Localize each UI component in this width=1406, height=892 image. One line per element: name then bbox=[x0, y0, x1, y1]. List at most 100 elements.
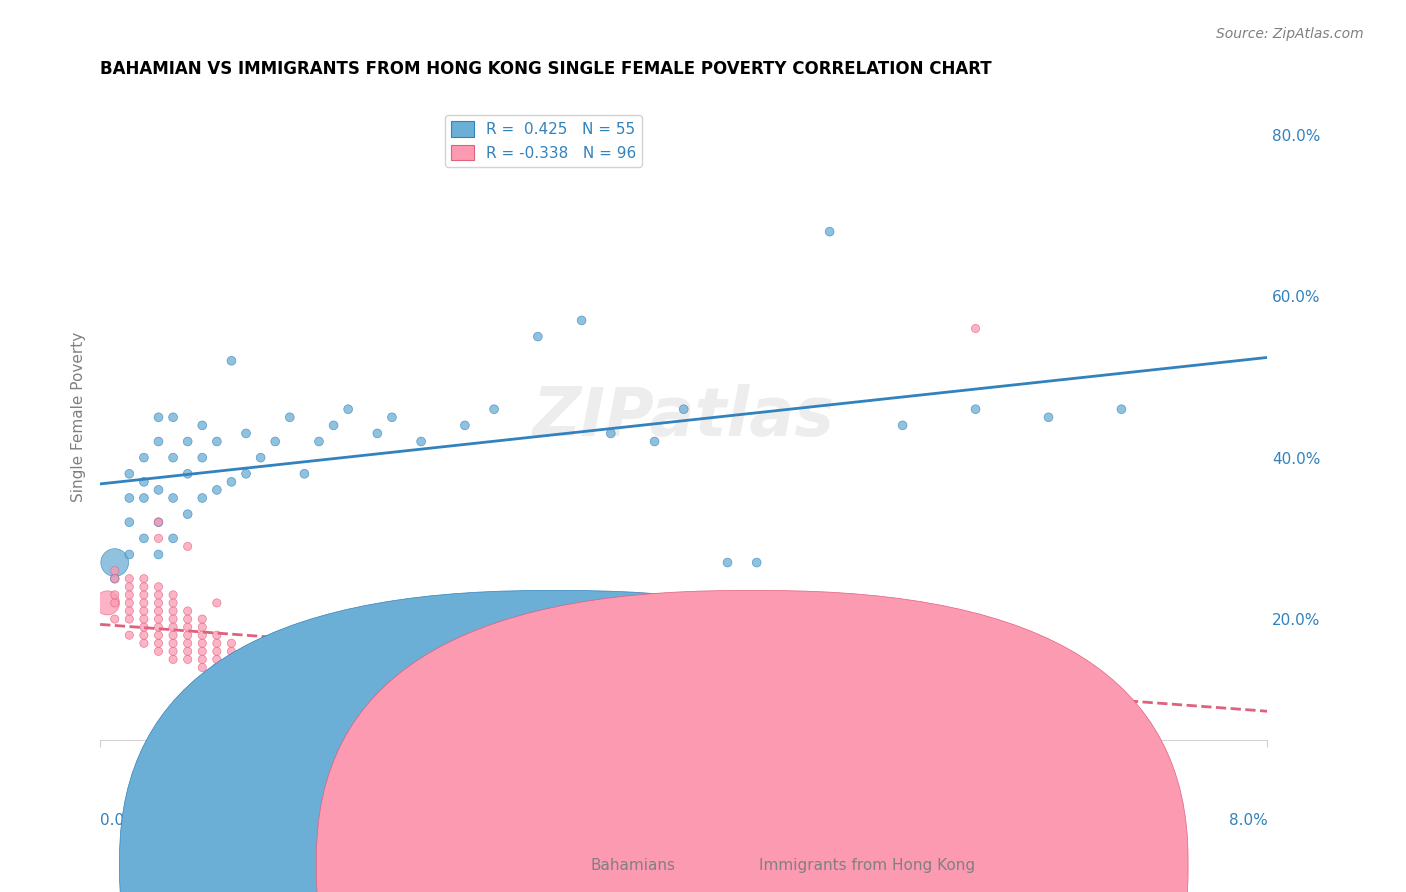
Point bbox=[104, 572, 127, 586]
Point bbox=[205, 434, 228, 449]
Point bbox=[132, 596, 155, 610]
Point bbox=[235, 426, 257, 441]
Point bbox=[104, 572, 127, 586]
Point bbox=[148, 628, 170, 642]
Point bbox=[118, 548, 141, 562]
Point bbox=[322, 418, 344, 433]
Point bbox=[818, 225, 841, 239]
Point bbox=[221, 660, 243, 674]
Point bbox=[264, 660, 287, 674]
Point bbox=[381, 676, 404, 690]
Point bbox=[176, 612, 198, 626]
Point bbox=[162, 532, 184, 546]
Point bbox=[118, 588, 141, 602]
Point bbox=[191, 491, 214, 505]
Point bbox=[527, 329, 550, 343]
Point bbox=[96, 596, 118, 610]
Point bbox=[191, 612, 214, 626]
Point bbox=[176, 604, 198, 618]
Point bbox=[337, 402, 360, 417]
Point bbox=[599, 426, 621, 441]
Point bbox=[162, 604, 184, 618]
Point bbox=[205, 628, 228, 642]
Point bbox=[132, 620, 155, 634]
Point bbox=[249, 652, 271, 666]
Point bbox=[118, 596, 141, 610]
Point bbox=[454, 418, 477, 433]
Point bbox=[148, 596, 170, 610]
Point bbox=[176, 467, 198, 481]
Point bbox=[221, 353, 243, 368]
Point bbox=[205, 636, 228, 650]
Point bbox=[1111, 402, 1133, 417]
Point bbox=[191, 620, 214, 634]
Point bbox=[891, 709, 914, 723]
Point bbox=[278, 660, 301, 674]
Point bbox=[162, 644, 184, 658]
Point bbox=[176, 620, 198, 634]
Point bbox=[205, 652, 228, 666]
Point bbox=[308, 676, 330, 690]
Point bbox=[132, 612, 155, 626]
Point bbox=[104, 588, 127, 602]
Point bbox=[162, 491, 184, 505]
Point bbox=[162, 628, 184, 642]
Point bbox=[702, 668, 724, 682]
Point bbox=[221, 668, 243, 682]
Point bbox=[745, 709, 768, 723]
Point bbox=[191, 418, 214, 433]
Point bbox=[132, 604, 155, 618]
Point bbox=[118, 580, 141, 594]
Point bbox=[148, 410, 170, 425]
Point bbox=[644, 701, 666, 715]
Point bbox=[104, 596, 127, 610]
Point bbox=[118, 572, 141, 586]
Point bbox=[104, 556, 127, 570]
Point bbox=[191, 450, 214, 465]
Point bbox=[191, 636, 214, 650]
Point bbox=[176, 636, 198, 650]
Point bbox=[191, 652, 214, 666]
Point bbox=[205, 596, 228, 610]
Point bbox=[322, 676, 344, 690]
Point bbox=[264, 434, 287, 449]
Point bbox=[176, 434, 198, 449]
Point bbox=[162, 588, 184, 602]
Point bbox=[118, 467, 141, 481]
Point bbox=[148, 434, 170, 449]
Y-axis label: Single Female Poverty: Single Female Poverty bbox=[72, 332, 86, 502]
Point bbox=[366, 426, 388, 441]
Point bbox=[599, 693, 621, 707]
Point bbox=[205, 483, 228, 497]
Point bbox=[672, 709, 695, 723]
Point bbox=[411, 684, 433, 698]
Point bbox=[176, 628, 198, 642]
Point bbox=[965, 321, 987, 335]
Point bbox=[644, 434, 666, 449]
Point bbox=[132, 450, 155, 465]
Point bbox=[221, 644, 243, 658]
Point bbox=[249, 450, 271, 465]
Point bbox=[132, 475, 155, 489]
Point bbox=[162, 636, 184, 650]
Point bbox=[118, 628, 141, 642]
Point bbox=[264, 668, 287, 682]
Point bbox=[235, 644, 257, 658]
Point bbox=[745, 556, 768, 570]
Point bbox=[308, 434, 330, 449]
Text: Source: ZipAtlas.com: Source: ZipAtlas.com bbox=[1216, 27, 1364, 41]
Point bbox=[104, 564, 127, 578]
Point bbox=[162, 612, 184, 626]
Point bbox=[118, 604, 141, 618]
Point bbox=[104, 612, 127, 626]
Point bbox=[235, 660, 257, 674]
Point bbox=[191, 660, 214, 674]
Point bbox=[454, 684, 477, 698]
Point bbox=[352, 676, 374, 690]
Point bbox=[191, 644, 214, 658]
Point bbox=[292, 668, 315, 682]
Point bbox=[1038, 410, 1060, 425]
Point bbox=[148, 515, 170, 529]
Point bbox=[818, 709, 841, 723]
Point bbox=[249, 660, 271, 674]
